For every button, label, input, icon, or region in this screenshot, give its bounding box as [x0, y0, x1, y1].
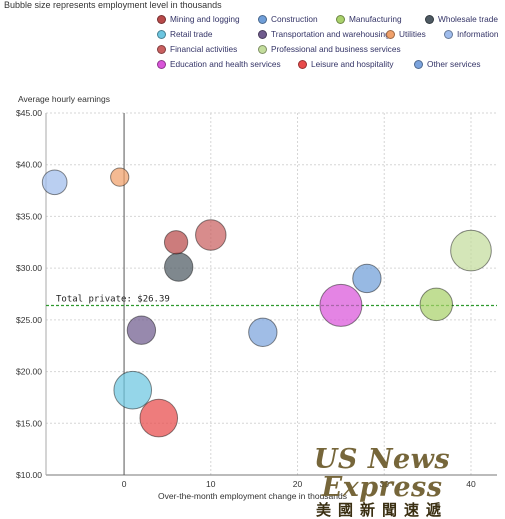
legend-item[interactable]: Education and health services: [157, 59, 281, 69]
legend-marker-icon: [425, 14, 434, 24]
legend-label: Education and health services: [170, 59, 281, 69]
bubble-mining-and-logging[interactable]: [163, 230, 189, 255]
y-tick-label: $25.00: [16, 315, 42, 325]
chart-caption: Bubble size represents employment level …: [4, 0, 222, 10]
y-axis-title: Average hourly earnings: [18, 94, 110, 104]
y-tick-label: $15.00: [16, 418, 42, 428]
legend-item[interactable]: Mining and logging: [157, 14, 240, 24]
legend-marker-icon: [258, 14, 267, 24]
y-tick-label: $40.00: [16, 160, 42, 170]
legend-marker-icon: [414, 59, 423, 69]
bubble-retail-trade[interactable]: [113, 370, 153, 410]
y-tick-label: $45.00: [16, 108, 42, 118]
legend-item[interactable]: Financial activities: [157, 44, 237, 54]
legend-item[interactable]: Wholesale trade: [425, 14, 498, 24]
legend-label: Leisure and hospitality: [311, 59, 394, 69]
reference-line-label: Total private: $26.39: [56, 294, 170, 304]
legend-item[interactable]: Utilities: [386, 29, 426, 39]
bubble-leisure-and-hospitality[interactable]: [139, 398, 179, 438]
bubble-wholesale-trade[interactable]: [164, 252, 194, 282]
y-tick-label: $35.00: [16, 211, 42, 221]
legend-label: Other services: [427, 59, 481, 69]
x-tick-label: 40: [466, 479, 476, 489]
legend-item[interactable]: Information: [444, 29, 499, 39]
legend: Mining and logging Construction Manufactur…: [0, 0, 505, 80]
legend-label: Retail trade: [170, 29, 213, 39]
x-tick-label: 30: [380, 479, 390, 489]
legend-item[interactable]: Professional and business services: [258, 44, 401, 54]
bubbles: [41, 167, 492, 438]
legend-label: Construction: [271, 14, 318, 24]
bubble-chart: $10.00 $15.00 $20.00 $25.00 $30.00 $35.00 $40.…: [16, 108, 497, 489]
legend-marker-icon: [258, 29, 267, 39]
bubble-utilities[interactable]: [110, 167, 130, 187]
legend-marker-icon: [386, 29, 395, 39]
legend-label: Utilities: [399, 29, 426, 39]
legend-marker-icon: [157, 29, 166, 39]
legend-marker-icon: [258, 44, 267, 54]
bubble-education-and-health-services[interactable]: [319, 283, 363, 327]
legend-item[interactable]: Leisure and hospitality: [298, 59, 394, 69]
x-tick-label: 10: [206, 479, 216, 489]
legend-label: Professional and business services: [271, 44, 401, 54]
legend-marker-icon: [157, 14, 166, 24]
legend-item[interactable]: Retail trade: [157, 29, 212, 39]
legend-marker-icon: [336, 14, 345, 24]
x-axis-title: Over-the-month employment change in thou…: [158, 491, 347, 501]
x-tick-label: 0: [122, 479, 127, 489]
bubble-manufacturing[interactable]: [419, 287, 454, 322]
bubble-financial-activities[interactable]: [195, 219, 227, 251]
legend-item[interactable]: Other services: [414, 59, 480, 69]
legend-label: Wholesale trade: [438, 14, 498, 24]
legend-label: Manufacturing: [349, 14, 402, 24]
bubble-construction[interactable]: [352, 263, 382, 294]
y-tick-label: $10.00: [16, 470, 42, 480]
legend-marker-icon: [157, 44, 166, 54]
legend-label: Transportation and warehousing: [271, 29, 390, 39]
legend-marker-icon: [444, 29, 453, 39]
legend-item[interactable]: Transportation and warehousing: [258, 29, 390, 39]
legend-label: Information: [457, 29, 499, 39]
legend-marker-icon: [157, 59, 166, 69]
legend-marker-icon: [298, 59, 307, 69]
bubble-professional-and-business-services[interactable]: [450, 229, 492, 272]
legend-item[interactable]: Manufacturing: [336, 14, 402, 24]
bubble-information[interactable]: [41, 169, 68, 196]
legend-label: Financial activities: [170, 44, 238, 54]
legend-label: Mining and logging: [170, 14, 240, 24]
legend-item[interactable]: Construction: [258, 14, 318, 24]
y-tick-label: $30.00: [16, 263, 42, 273]
y-tick-label: $20.00: [16, 367, 42, 377]
bubble-transportation-and-warehousing[interactable]: [126, 315, 157, 345]
x-tick-label: 20: [293, 479, 303, 489]
bubble-other-services[interactable]: [248, 317, 278, 347]
axes: $10.00 $15.00 $20.00 $25.00 $30.00 $35.00 $40.…: [16, 108, 497, 489]
